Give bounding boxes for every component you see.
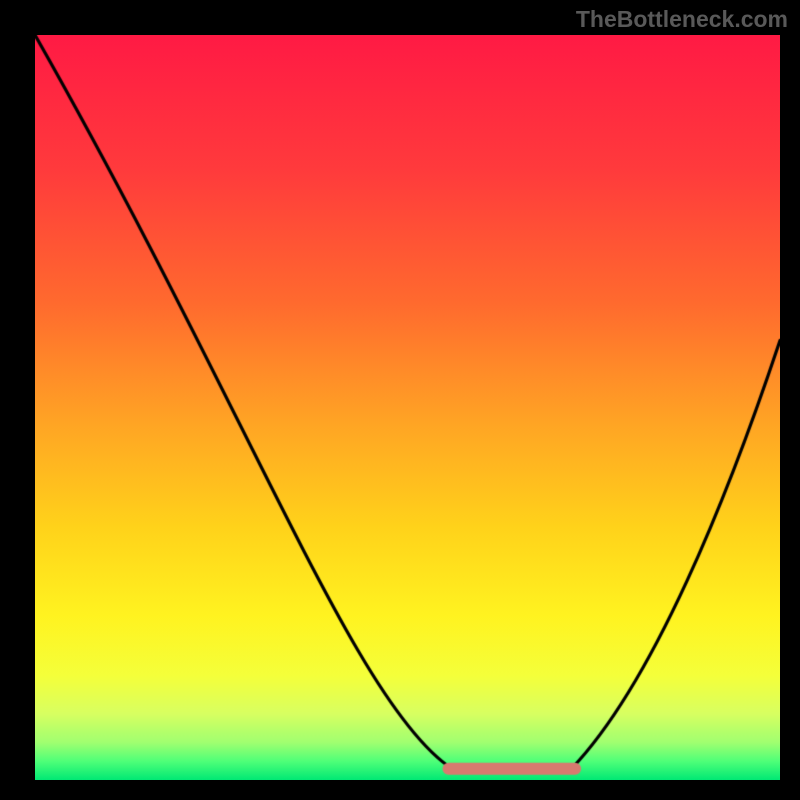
chart-container: TheBottleneck.com xyxy=(0,0,800,800)
watermark-text: TheBottleneck.com xyxy=(576,6,788,33)
bottleneck-chart xyxy=(35,35,780,780)
